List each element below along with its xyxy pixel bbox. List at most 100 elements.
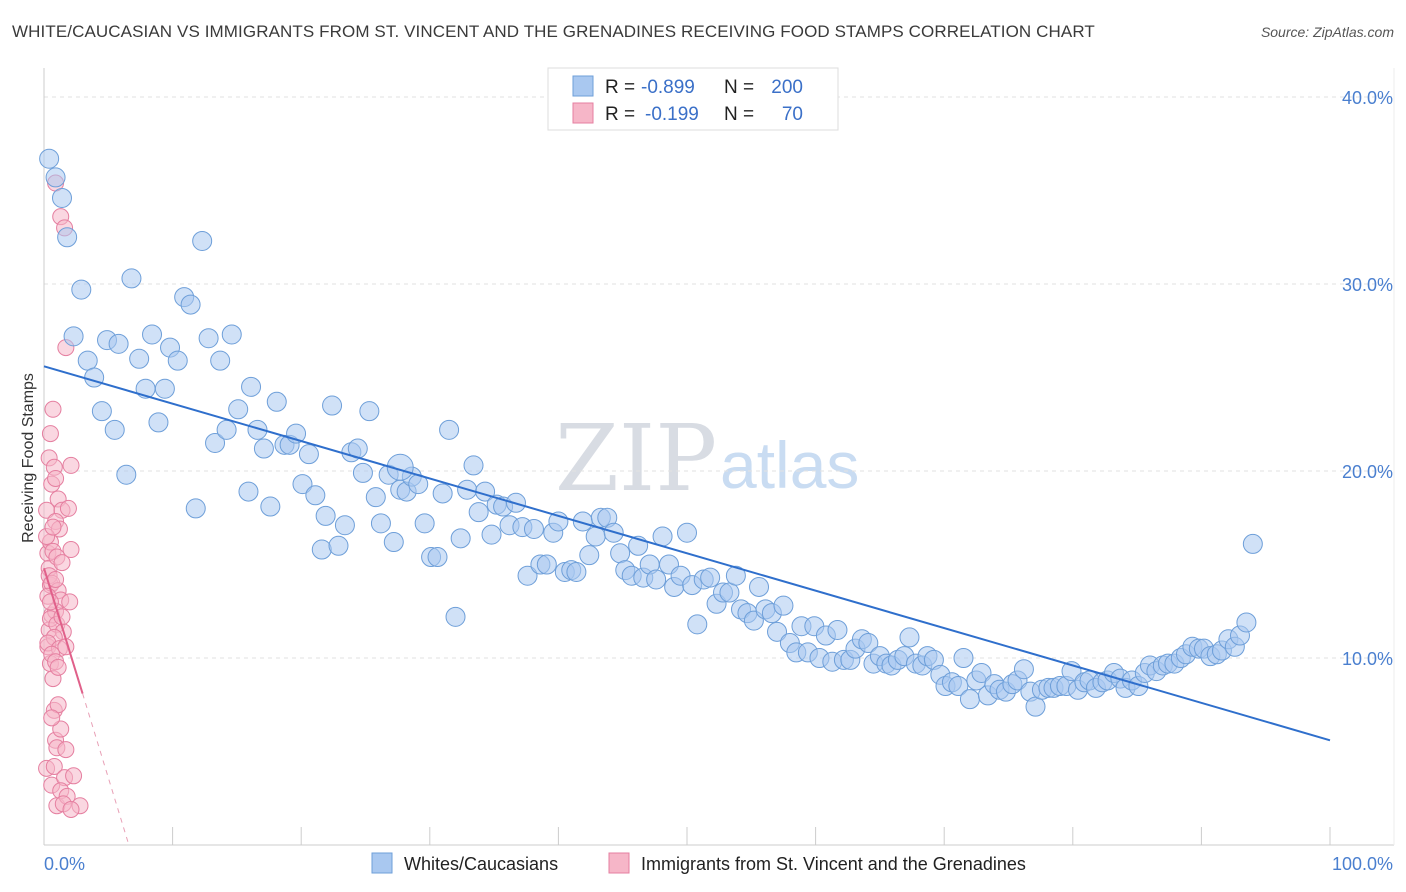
point-immigrants-19: [41, 425, 59, 443]
point-whites-53: [370, 513, 391, 534]
point-whites-42: [305, 485, 326, 506]
y-axis-label: Receiving Food Stamps: [20, 373, 37, 543]
point-whites-16: [142, 324, 163, 345]
point-whites-78: [523, 518, 544, 539]
point-whites-62: [427, 547, 448, 568]
point-whites-140: [899, 627, 920, 648]
point-whites-98: [646, 569, 667, 590]
point-whites-30: [228, 399, 249, 420]
point-whites-41: [298, 444, 319, 465]
tick-labels: 10.0% 20.0% 30.0% 40.0% 0.0% 100.0%: [44, 88, 1393, 874]
point-whites-40: [292, 474, 313, 495]
point-immigrants-67: [43, 709, 61, 727]
point-whites-28: [216, 419, 237, 440]
point-whites-115: [749, 576, 770, 597]
point-whites-5: [63, 326, 84, 347]
point-whites-33: [247, 419, 268, 440]
axes: [43, 68, 1395, 846]
point-whites-111: [725, 565, 746, 586]
point-whites-159: [1013, 659, 1034, 680]
point-whites-51: [359, 401, 380, 422]
point-whites-150: [959, 689, 980, 710]
point-whites-63: [432, 483, 453, 504]
point-whites-197: [1242, 533, 1263, 554]
legend-r-value-2: -0.199: [645, 104, 699, 125]
point-immigrants-31: [53, 554, 71, 572]
point-whites-26: [205, 432, 226, 453]
point-whites-47: [334, 515, 355, 536]
point-immigrants-65: [41, 593, 59, 611]
point-whites-149: [953, 648, 974, 668]
point-whites-65: [445, 606, 466, 627]
point-whites-43: [311, 539, 332, 560]
point-whites-66: [450, 528, 471, 549]
point-immigrants-62: [44, 518, 62, 536]
point-whites-11: [108, 333, 129, 354]
bottom-legend: Whites/Caucasians Immigrants from St. Vi…: [371, 852, 1026, 874]
point-whites-34: [253, 438, 274, 459]
bottom-legend-swatch-immigrants: [608, 852, 630, 874]
point-whites-88: [585, 526, 606, 547]
point-whites-85: [566, 561, 587, 582]
trend-line-immigrants-extension: [82, 693, 130, 846]
point-whites-196: [1236, 612, 1257, 633]
point-whites-20: [167, 350, 188, 371]
point-whites-152: [971, 662, 992, 683]
point-immigrants-48: [45, 757, 63, 775]
point-whites-17: [148, 412, 169, 433]
point-whites-7: [84, 367, 105, 388]
legend-r-label-2: R =: [605, 104, 635, 125]
point-immigrants-18: [44, 400, 62, 418]
point-immigrants-66: [49, 658, 67, 676]
trend-line-whites: [43, 365, 1331, 742]
point-whites-103: [677, 522, 697, 543]
point-whites-128: [827, 619, 848, 640]
trend-line-immigrants: [43, 567, 84, 694]
point-whites-118: [767, 621, 788, 642]
point-immigrants-46: [52, 720, 70, 738]
point-whites-52: [365, 487, 386, 508]
legend-r-value-1: -0.899: [641, 77, 695, 98]
point-whites-31: [238, 481, 259, 502]
legend-r-label-1: R =: [605, 77, 635, 98]
legend-n-label-2: N =: [724, 104, 754, 125]
point-whites-23: [185, 498, 206, 519]
watermark-zip: ZIP: [555, 405, 717, 512]
point-whites-14: [129, 348, 150, 369]
legend-n-label-1: N =: [724, 77, 754, 98]
legend-swatch-immigrants: [572, 102, 594, 124]
point-whites-71: [481, 524, 502, 545]
point-whites-35: [260, 496, 281, 517]
point-whites-107: [700, 567, 721, 588]
x-tick-label-1: 100.0%: [1332, 854, 1393, 874]
point-whites-24: [192, 230, 213, 251]
point-whites-110: [719, 582, 740, 603]
point-whites-13: [121, 268, 142, 289]
y-tick-label-1: 20.0%: [1342, 462, 1393, 482]
y-tick-label-2: 30.0%: [1342, 275, 1393, 295]
point-whites-25: [198, 328, 219, 349]
point-immigrants-68: [57, 741, 75, 759]
point-whites-198: [386, 453, 414, 481]
point-whites-36: [266, 391, 287, 412]
point-whites-6: [77, 350, 98, 371]
point-whites-46: [328, 535, 349, 556]
point-immigrants-59: [62, 541, 80, 559]
x-tick-label-0: 0.0%: [44, 854, 85, 874]
point-whites-2: [52, 187, 73, 208]
point-immigrants-53: [65, 767, 83, 785]
bottom-legend-label-whites: Whites/Caucasians: [404, 854, 558, 874]
point-whites-68: [463, 455, 484, 476]
legend-swatch-whites: [572, 75, 594, 97]
point-whites-161: [1025, 696, 1046, 717]
point-whites-8: [91, 401, 112, 422]
point-immigrants-57: [61, 593, 79, 611]
point-whites-148: [948, 676, 969, 697]
point-whites-80: [536, 554, 557, 575]
point-whites-27: [210, 350, 231, 371]
y-tick-label-3: 40.0%: [1342, 88, 1393, 108]
point-whites-99: [652, 526, 673, 547]
series-whites-points: [39, 148, 1263, 717]
point-whites-12: [116, 464, 137, 485]
